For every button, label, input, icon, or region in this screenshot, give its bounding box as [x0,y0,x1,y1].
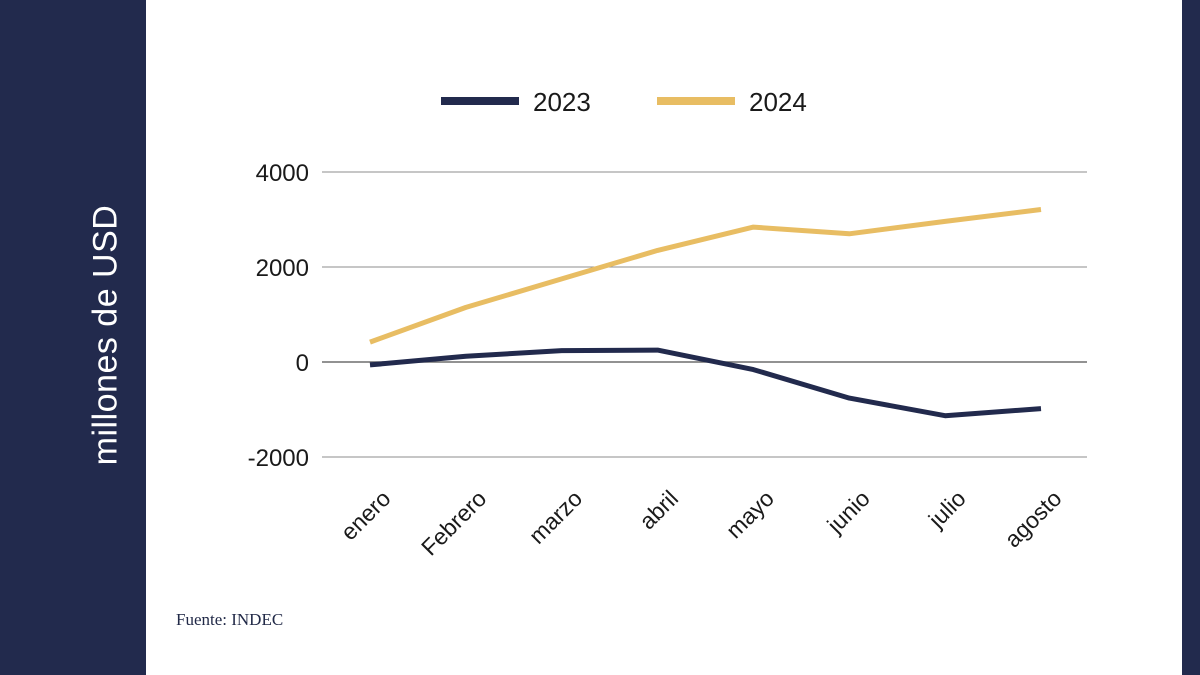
y-tick-label: 0 [296,350,309,377]
x-tick-label: julio [923,485,971,533]
x-tick-label: marzo [524,485,588,549]
series-line-2024 [369,207,1042,345]
x-tick-label: Febrero [416,485,491,560]
series-lines [369,207,1042,419]
gridlines [322,171,1087,458]
y-tick-label: 2000 [256,255,309,282]
y-tick-label: 4000 [256,160,309,187]
y-tick-label: -2000 [248,445,309,472]
x-tick-label: enero [336,485,396,545]
left-side-panel: millones de USD [0,0,146,675]
legend-label-2023: 2023 [533,87,591,117]
legend-label-2024: 2024 [749,87,807,117]
right-side-strip [1182,0,1200,675]
x-axis-ticks: enero Febrero marzo abril mayo junio julio agos… [336,485,1067,560]
legend: 2023 2024 [441,87,807,117]
series-line-2023 [369,347,1042,419]
x-tick-label: abril [634,485,683,534]
y-axis-ticks: 4000 2000 0 -2000 [248,160,309,472]
source-note: Fuente: INDEC [176,610,284,629]
x-tick-label: agosto [999,485,1066,552]
x-tick-label: junio [821,485,874,538]
x-tick-label: mayo [721,485,779,543]
